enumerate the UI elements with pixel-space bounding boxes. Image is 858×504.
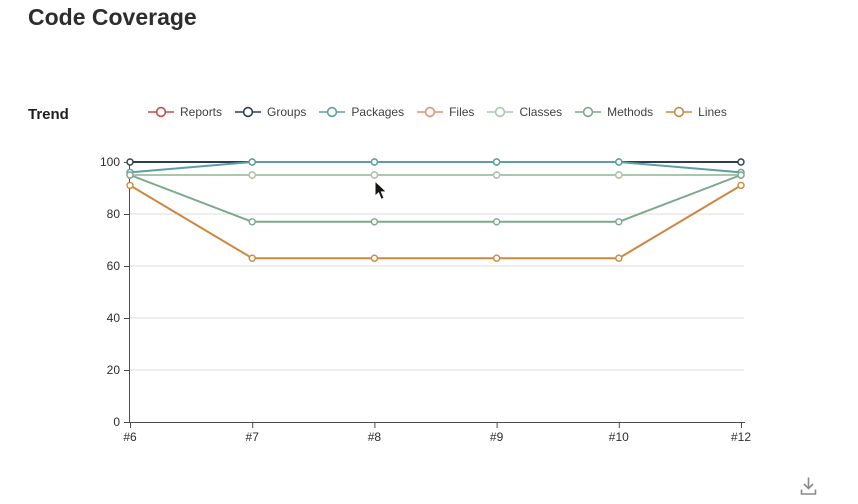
series-marker-icon xyxy=(575,106,602,118)
data-point-groups xyxy=(615,158,623,166)
x-tick-label: #7 xyxy=(246,430,260,444)
download-button[interactable] xyxy=(796,474,820,498)
legend-item-files: Files xyxy=(417,105,474,119)
page-title: Code Coverage xyxy=(28,4,197,30)
data-point-methods xyxy=(126,171,134,179)
data-point-packages xyxy=(615,158,623,166)
data-point-classes xyxy=(615,171,623,179)
data-point-lines xyxy=(370,254,379,262)
data-point-packages xyxy=(370,158,379,166)
data-point-groups xyxy=(248,158,256,166)
legend-label: Lines xyxy=(698,105,727,119)
x-tick-label: #10 xyxy=(609,430,629,444)
data-point-packages xyxy=(737,168,745,177)
legend-item-reports: Reports xyxy=(148,105,222,119)
data-point-files xyxy=(248,171,256,179)
data-point-methods xyxy=(248,218,256,226)
data-point-classes xyxy=(126,171,134,179)
data-point-methods xyxy=(492,218,501,226)
x-tick-label: #12 xyxy=(731,430,751,444)
x-tick-label: #9 xyxy=(490,430,504,444)
data-point-methods xyxy=(615,218,623,226)
data-point-reports xyxy=(248,171,256,179)
data-point-files xyxy=(737,171,745,179)
series-marker-icon xyxy=(666,106,693,118)
data-point-methods xyxy=(737,171,745,179)
data-point-classes xyxy=(248,171,256,179)
data-point-classes xyxy=(737,171,745,179)
series-marker-icon xyxy=(417,106,444,118)
legend-item-methods: Methods xyxy=(575,105,653,119)
legend-label: Files xyxy=(449,105,475,119)
data-point-reports xyxy=(370,171,379,179)
data-point-lines xyxy=(248,254,256,262)
legend-label: Packages xyxy=(351,105,405,119)
legend-item-classes: Classes xyxy=(487,105,562,119)
data-point-groups xyxy=(126,158,134,166)
legend-label: Methods xyxy=(607,105,654,119)
series-line-packages xyxy=(129,161,742,174)
data-point-reports xyxy=(615,171,623,179)
series-marker-icon xyxy=(319,106,346,118)
y-tick-label: 100 xyxy=(100,155,120,169)
series-marker-icon xyxy=(235,106,262,118)
data-point-lines xyxy=(492,254,501,262)
data-point-classes xyxy=(492,171,501,179)
series-marker-icon xyxy=(487,106,514,118)
series-marker-icon xyxy=(148,106,174,118)
data-point-packages xyxy=(248,158,256,166)
y-tick-label: 60 xyxy=(107,259,121,273)
data-point-lines xyxy=(737,181,745,190)
data-point-lines xyxy=(126,181,134,190)
data-point-methods xyxy=(370,218,379,226)
legend-label: Classes xyxy=(519,105,563,119)
section-title-trend: Trend xyxy=(28,106,69,123)
data-point-classes xyxy=(370,171,379,179)
data-point-files xyxy=(370,171,379,179)
chart-legend: Reports Groups Packages Files Classes Methods… xyxy=(148,105,727,119)
y-tick-label: 0 xyxy=(113,415,120,429)
download-icon xyxy=(800,477,816,495)
x-tick-label: #6 xyxy=(123,430,137,444)
legend-label: Groups xyxy=(267,105,307,119)
y-tick-label: 40 xyxy=(107,311,121,325)
y-tick-label: 20 xyxy=(107,363,121,377)
data-point-files xyxy=(615,171,623,179)
data-point-groups xyxy=(492,158,501,166)
data-point-files xyxy=(126,171,134,179)
data-point-reports xyxy=(737,171,745,179)
data-point-packages xyxy=(492,158,501,166)
data-point-reports xyxy=(126,171,134,179)
legend-item-groups: Groups xyxy=(235,105,306,119)
mouse-cursor xyxy=(374,180,388,200)
legend-item-packages: Packages xyxy=(319,105,404,119)
y-tick-label: 80 xyxy=(107,207,121,221)
data-point-packages xyxy=(126,168,134,177)
data-point-reports xyxy=(492,171,501,179)
legend-item-lines: Lines xyxy=(666,105,727,119)
series-line-lines xyxy=(129,184,742,260)
data-point-groups xyxy=(370,158,379,166)
legend-label: Reports xyxy=(180,105,223,119)
x-tick-label: #8 xyxy=(368,430,382,444)
series-line-methods xyxy=(129,174,742,223)
data-point-files xyxy=(492,171,501,179)
data-point-lines xyxy=(615,254,623,262)
data-point-groups xyxy=(737,158,745,166)
